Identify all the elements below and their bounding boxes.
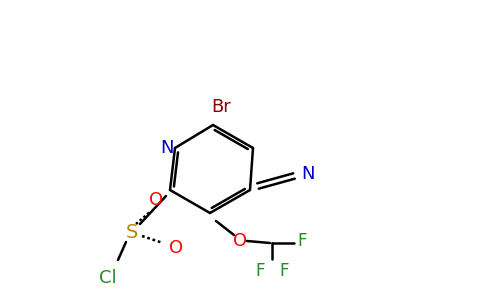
Text: N: N	[160, 139, 174, 157]
Text: S: S	[126, 223, 138, 242]
Text: F: F	[255, 262, 265, 280]
Text: N: N	[301, 165, 315, 183]
Text: F: F	[297, 232, 307, 250]
Text: O: O	[169, 239, 183, 257]
Text: O: O	[149, 191, 163, 209]
Text: Cl: Cl	[99, 269, 117, 287]
Text: F: F	[279, 262, 289, 280]
Text: Br: Br	[211, 98, 231, 116]
Text: O: O	[233, 232, 247, 250]
